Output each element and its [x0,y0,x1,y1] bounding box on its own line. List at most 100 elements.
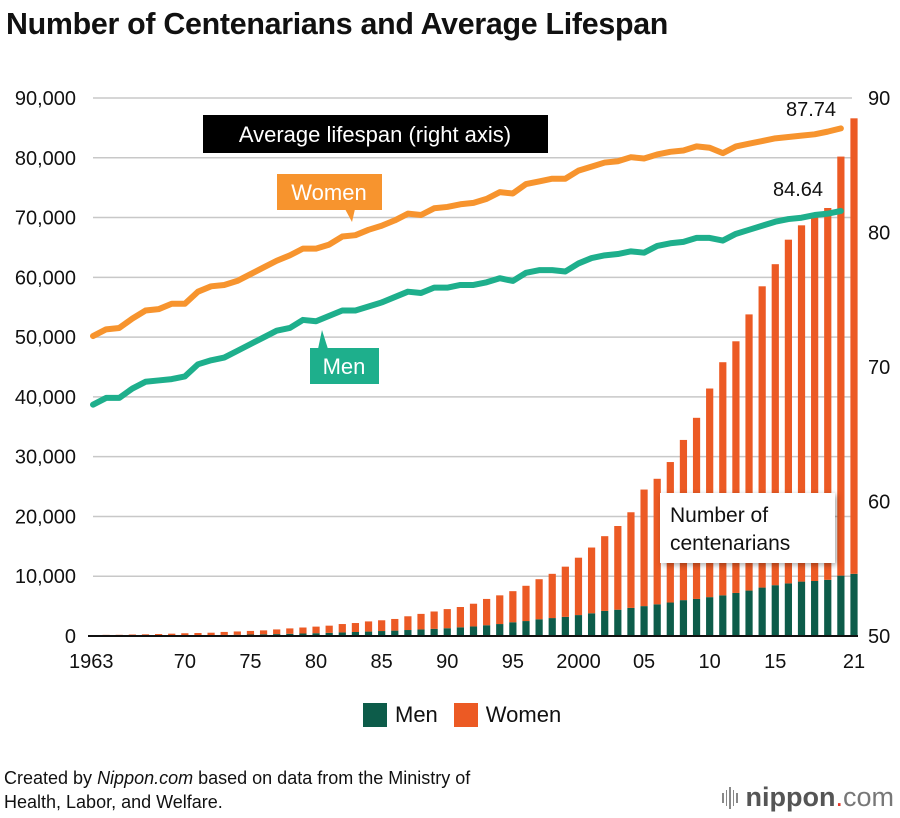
bar-men [666,602,674,636]
bar-men [601,610,609,636]
bar-women [627,512,635,608]
bar-women [430,611,438,629]
left-axis-tick-label: 70,000 [15,208,76,230]
source-note: Created by Nippon.com based on data from… [4,766,470,814]
left-axis-tick-label: 50,000 [15,327,76,349]
bar-men [456,627,464,636]
lifespan-label-box: Average lifespan (right axis) [203,115,548,153]
men-line-tag-text: Men [323,354,366,379]
bar-women [509,591,517,623]
bar-women [601,536,609,611]
bar-men [614,609,622,636]
bar-men [299,633,307,636]
bar-men [745,590,753,636]
lifespan-label-text: Average lifespan (right axis) [239,122,511,147]
left-axis-ticks: 0 10,000 20,000 30,000 40,000 50,000 60,000 70,… [15,88,76,648]
left-axis-tick-label: 40,000 [15,387,76,409]
bar-women [614,526,622,610]
right-axis-tick-label: 90 [868,88,890,110]
bar-women [535,579,543,620]
bar-women [561,566,569,617]
bar-women [417,613,425,630]
x-axis-tick-label: 70 [174,651,196,673]
bar-men [627,607,635,636]
brand-logo: nippon. com [722,782,894,813]
brand-name: nippon [745,782,836,812]
bar-women [456,607,464,628]
bar-women [443,609,451,629]
bar-women [391,618,399,631]
bar-men [784,583,793,636]
bar-men [351,631,360,636]
x-axis-tick-label: 21 [843,651,865,673]
women-line-tag-text: Women [291,180,366,205]
bar-men [824,579,832,636]
bar-men [509,622,517,636]
bar-men [797,581,806,636]
bar-women [325,625,333,633]
bar-men [574,615,583,636]
line-women [90,125,844,340]
bar-men [430,628,438,636]
left-axis-tick-label: 20,000 [15,506,76,528]
bar-women [168,633,176,636]
bar-women [194,633,202,636]
bar-women [784,239,793,584]
bar-men [771,585,779,636]
bar-men [391,630,399,636]
bar-men [364,631,373,636]
bar-men [535,619,543,636]
women-line-tag: Women [277,174,382,222]
brand-dot: . [835,782,843,812]
x-axis-tick-label: 05 [633,651,655,673]
men-line-tag: Men [310,330,379,384]
source-line2: Health, Labor, and Welfare. [4,792,223,812]
x-axis-tick-label: 2000 [556,651,601,673]
bar-women [469,603,478,627]
bar-women [181,633,189,636]
bar-men [732,592,740,636]
bar-women [811,213,819,582]
bar-men [850,573,858,636]
bar-women [154,634,163,636]
bar-women [732,341,740,593]
women-end-value: 87.74 [786,99,836,121]
bar-women [653,478,661,605]
bar-women [299,627,307,634]
x-axis-tick-label: 95 [502,651,524,673]
bar-men [378,631,386,636]
source-suffix: based on data from the Ministry of [193,768,471,788]
bar-women [246,630,255,635]
x-axis-ticks: 1963 70 75 80 85 90 95 2000 05 10 15 21 [69,651,865,673]
left-axis-tick-label: 0 [65,626,76,648]
bar-women [745,314,753,591]
bar-men [692,598,701,636]
centenarian-label-box: Number of centenarians [660,493,835,563]
legend-swatch-men [363,703,387,727]
bar-men [811,581,819,636]
bar-men [522,621,530,636]
chart-svg: 0 10,000 20,000 30,000 40,000 50,000 60,000 70,… [15,88,890,673]
bar-men [837,575,845,636]
bar-men [561,616,569,636]
grid-lines [93,97,852,577]
x-axis-tick-label: 15 [764,651,786,673]
bar-women [824,207,832,580]
bar-women [312,626,320,634]
bar-men [417,629,425,636]
bar-men [719,595,727,636]
x-axis-tick-label: 1963 [69,651,114,673]
bar-men [640,606,648,636]
right-axis-tick-label: 70 [868,357,890,379]
left-axis-tick-label: 80,000 [15,148,76,170]
bar-women [364,621,373,632]
x-axis-tick-label: 90 [436,651,458,673]
legend-swatch-women [453,703,478,727]
bar-women [587,547,596,614]
line-men [90,207,844,408]
bar-women [351,623,360,632]
source-name: Nippon.com [97,768,194,788]
bar-women [719,362,727,596]
men-end-value: 84.64 [773,179,823,201]
bar-men [653,604,661,636]
